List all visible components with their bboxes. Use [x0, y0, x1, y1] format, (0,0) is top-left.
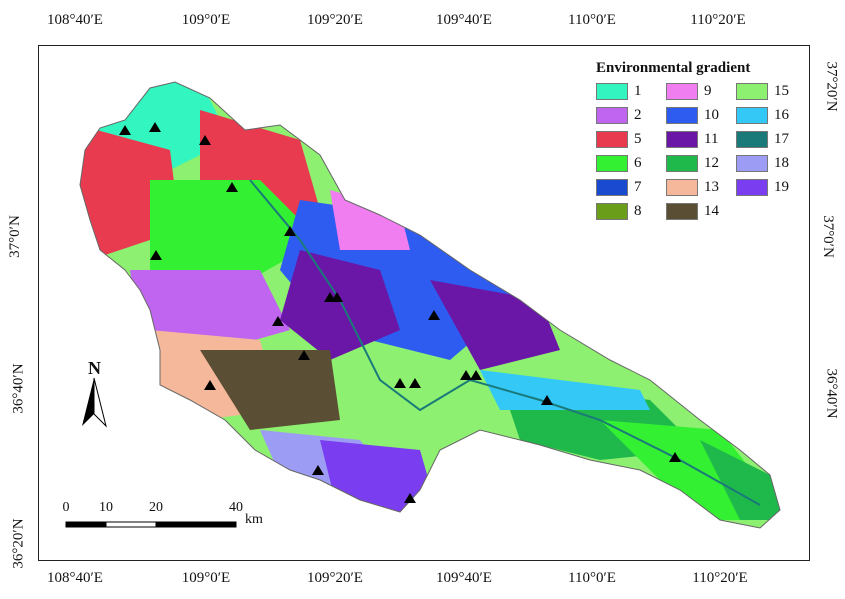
legend-label: 12: [704, 155, 719, 171]
scale-bar: 0 10 20 40 km: [60, 500, 300, 540]
legend-item: 16: [736, 107, 808, 124]
legend-swatch: [596, 107, 628, 124]
legend-swatch: [596, 131, 628, 148]
north-label: N: [88, 358, 101, 378]
lon-label-bottom-1: 108°40′E: [47, 570, 103, 586]
legend-label: 19: [774, 179, 789, 195]
lon-label-bottom-5: 110°0′E: [568, 570, 616, 586]
legend-label: 13: [704, 179, 719, 195]
legend-swatch: [666, 179, 698, 196]
lat-label-right-2: 37°0′N: [819, 215, 836, 258]
legend-item: 17: [736, 131, 808, 148]
legend-swatch: [596, 179, 628, 196]
lon-label-top-2: 109°0′E: [181, 12, 231, 28]
lon-label-top-6: 110°20′E: [690, 12, 746, 28]
north-arrow: N: [76, 358, 116, 433]
legend-grid: 1 9 15 2 10 16 5 11 17 6 12 18 7 13 19 8 14: [596, 83, 816, 220]
legend-swatch: [736, 83, 768, 100]
legend-swatch: [596, 83, 628, 100]
legend-item: 2: [596, 107, 666, 124]
scale-unit: km: [245, 512, 263, 527]
legend-swatch: [736, 179, 768, 196]
legend-item: 19: [736, 179, 808, 196]
legend-label: 14: [704, 203, 719, 219]
legend-label: 15: [774, 83, 789, 99]
lat-label-right-3: 36°40′N: [823, 368, 840, 419]
legend-item: 11: [666, 131, 736, 148]
legend-swatch: [736, 131, 768, 148]
legend-item: 14: [666, 203, 736, 220]
legend-swatch: [666, 83, 698, 100]
legend-swatch: [666, 203, 698, 220]
legend-swatch: [596, 155, 628, 172]
legend-label: 10: [704, 107, 719, 123]
legend-label: 11: [704, 131, 719, 147]
scale-tick-40: 40: [229, 500, 243, 515]
scale-tick-20: 20: [149, 500, 163, 515]
lon-label-top-3: 109°20′E: [307, 12, 363, 28]
legend-swatch: [666, 107, 698, 124]
legend-item: 8: [596, 203, 666, 220]
legend-item: 12: [666, 155, 736, 172]
scale-bar-graphic: [65, 521, 237, 528]
lat-label-left-3: 36°20′N: [10, 518, 27, 569]
legend-item: 1: [596, 83, 666, 100]
legend-swatch: [736, 107, 768, 124]
legend-item: 9: [666, 83, 736, 100]
legend-item: 13: [666, 179, 736, 196]
scale-tick-0: 0: [62, 500, 70, 515]
legend: Environmental gradient 1 9 15 2 10 16 5 11 17 6 12…: [596, 60, 816, 220]
lon-label-top-5: 110°0′E: [568, 12, 616, 28]
legend-label: 8: [634, 203, 642, 219]
legend-item: 10: [666, 107, 736, 124]
legend-label: 18: [774, 155, 789, 171]
legend-swatch: [596, 203, 628, 220]
legend-label: 7: [634, 179, 642, 195]
lat-label-left-1: 37°0′N: [6, 215, 23, 258]
legend-item: 6: [596, 155, 666, 172]
lat-label-right-1: 37°20′N: [823, 61, 840, 112]
north-arrow-icon: [82, 377, 107, 428]
lon-label-top-4: 109°40′E: [436, 12, 492, 28]
legend-label: 1: [634, 83, 642, 99]
legend-label: 9: [704, 83, 712, 99]
legend-label: 16: [774, 107, 789, 123]
legend-item: 15: [736, 83, 808, 100]
lon-label-top-1: 108°40′E: [47, 12, 103, 28]
legend-label: 5: [634, 131, 642, 147]
legend-item: 7: [596, 179, 666, 196]
lon-label-bottom-3: 109°20′E: [307, 570, 363, 586]
lon-label-bottom-4: 109°40′E: [436, 570, 492, 586]
legend-swatch: [666, 131, 698, 148]
legend-item: 5: [596, 131, 666, 148]
legend-title: Environmental gradient: [596, 60, 751, 76]
lon-label-bottom-6: 110°20′E: [692, 570, 748, 586]
legend-label: 6: [634, 155, 642, 171]
lat-label-left-2: 36°40′N: [10, 363, 27, 414]
scale-tick-10: 10: [99, 500, 113, 515]
legend-swatch: [736, 155, 768, 172]
legend-label: 2: [634, 107, 642, 123]
legend-item: 18: [736, 155, 808, 172]
legend-swatch: [666, 155, 698, 172]
lon-label-bottom-2: 109°0′E: [181, 570, 231, 586]
legend-label: 17: [774, 131, 789, 147]
